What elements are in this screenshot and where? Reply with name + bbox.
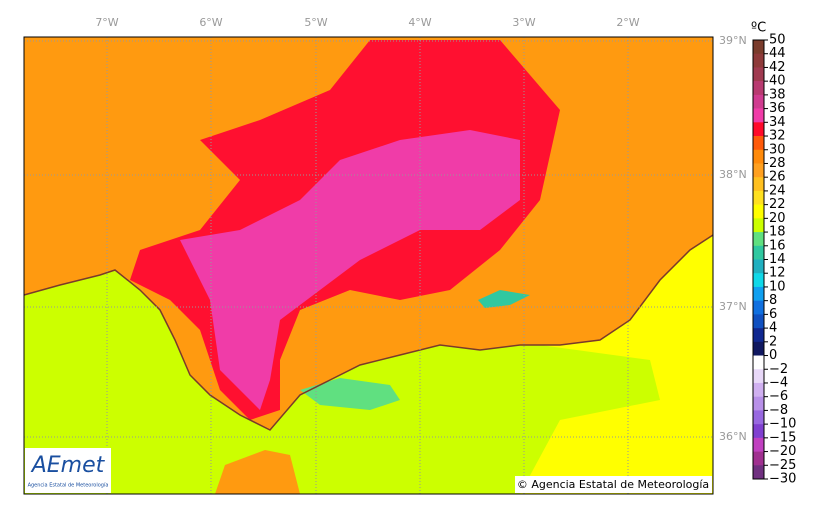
colorbar-swatch bbox=[753, 245, 764, 260]
colorbar-label: −20 bbox=[769, 444, 796, 459]
longitude-label: 7°W bbox=[95, 16, 118, 29]
map: AEmet Agencia Estatal de Meteorología © … bbox=[23, 36, 714, 495]
colorbar-label: 6 bbox=[769, 307, 777, 322]
colorbar-swatch bbox=[753, 382, 764, 397]
colorbar-swatch bbox=[753, 218, 764, 233]
colorbar-label: 24 bbox=[769, 183, 786, 198]
colorbar-swatch bbox=[753, 122, 764, 137]
longitude-label: 6°W bbox=[199, 16, 222, 29]
very-hot-area bbox=[180, 130, 520, 410]
colorbar-swatch bbox=[753, 136, 764, 151]
map-frame bbox=[23, 36, 714, 495]
latitude-label: 38°N bbox=[719, 168, 747, 181]
longitude-label: 3°W bbox=[512, 16, 535, 29]
logo-box bbox=[25, 448, 111, 493]
colorbar-label: 18 bbox=[769, 225, 786, 240]
colorbar-swatch bbox=[753, 369, 764, 384]
colorbar-label: 2 bbox=[769, 334, 777, 349]
coastline bbox=[23, 234, 714, 431]
colorbar-swatch bbox=[753, 341, 764, 356]
colorbar-label: 8 bbox=[769, 293, 777, 308]
colorbar-swatch bbox=[753, 232, 764, 247]
colorbar-swatch bbox=[753, 204, 764, 219]
colorbar-swatch bbox=[753, 273, 764, 288]
colorbar-label: −6 bbox=[769, 389, 788, 404]
colorbar-label: −4 bbox=[769, 375, 788, 390]
colorbar-swatch bbox=[753, 177, 764, 192]
latitude-label: 39°N bbox=[719, 34, 747, 47]
colorbar-swatch bbox=[753, 94, 764, 109]
colorbar-swatch bbox=[753, 163, 764, 178]
colorbar-swatch bbox=[753, 451, 764, 466]
copyright: © Agencia Estatal de Meteorología bbox=[517, 478, 709, 491]
colorbar-swatch bbox=[753, 81, 764, 96]
colorbar: ºC 5044424038363432302826242220181614121… bbox=[751, 21, 796, 487]
longitude-label: 5°W bbox=[304, 16, 327, 29]
colorbar-swatch bbox=[753, 300, 764, 315]
colorbar-swatch bbox=[753, 259, 764, 274]
logo-subtitle: Agencia Estatal de Meteorología bbox=[28, 482, 109, 489]
colorbar-label: 26 bbox=[769, 170, 786, 185]
colorbar-label: 50 bbox=[769, 33, 786, 48]
colorbar-label: 30 bbox=[769, 142, 786, 157]
colorbar-swatch bbox=[753, 314, 764, 329]
colorbar-label: 14 bbox=[769, 252, 786, 267]
latitude-label: 37°N bbox=[719, 300, 747, 313]
colorbar-label: 40 bbox=[769, 74, 786, 89]
colorbar-swatch bbox=[753, 286, 764, 301]
colorbar-unit: ºC bbox=[751, 21, 766, 36]
colorbar-label: 16 bbox=[769, 238, 786, 253]
colorbar-swatch bbox=[753, 40, 764, 55]
colorbar-swatch bbox=[753, 190, 764, 205]
cool-mountain-area bbox=[478, 290, 530, 308]
colorbar-swatch bbox=[753, 355, 764, 370]
colorbar-label: −15 bbox=[769, 430, 796, 445]
longitude-label: 2°W bbox=[616, 16, 639, 29]
colorbar-label: 36 bbox=[769, 101, 786, 116]
colorbar-label: 10 bbox=[769, 279, 786, 294]
colorbar-label: 0 bbox=[769, 348, 777, 363]
logo-name: AEmet bbox=[30, 453, 106, 478]
copyright-box bbox=[515, 476, 712, 493]
sea-east bbox=[520, 230, 713, 494]
colorbar-label: 32 bbox=[769, 129, 786, 144]
colorbar-label: 22 bbox=[769, 197, 786, 212]
colorbar-swatch bbox=[753, 396, 764, 411]
morocco bbox=[215, 450, 300, 494]
colorbar-label: −25 bbox=[769, 458, 796, 473]
colorbar-label: −8 bbox=[769, 403, 788, 418]
latitude-label: 36°N bbox=[719, 430, 747, 443]
cool-sea-area bbox=[300, 378, 400, 410]
graticule bbox=[24, 37, 713, 494]
colorbar-label: −10 bbox=[769, 417, 796, 432]
colorbar-swatch bbox=[753, 424, 764, 439]
colorbar-label: 28 bbox=[769, 156, 786, 171]
colorbar-swatch bbox=[753, 410, 764, 425]
colorbar-swatch bbox=[753, 108, 764, 123]
colorbar-label: 44 bbox=[769, 46, 786, 61]
colorbar-label: −30 bbox=[769, 472, 796, 487]
colorbar-swatch bbox=[753, 67, 764, 82]
colorbar-swatch bbox=[753, 53, 764, 68]
colorbar-swatch bbox=[753, 465, 764, 480]
colorbar-label: −2 bbox=[769, 362, 788, 377]
colorbar-swatch bbox=[753, 149, 764, 164]
colorbar-label: 34 bbox=[769, 115, 786, 130]
longitude-label: 4°W bbox=[408, 16, 431, 29]
colorbar-label: 42 bbox=[769, 60, 786, 75]
colorbar-swatch bbox=[753, 437, 764, 452]
colorbar-swatch bbox=[753, 328, 764, 343]
colorbar-label: 38 bbox=[769, 87, 786, 102]
colorbar-label: 12 bbox=[769, 266, 786, 281]
colorbar-label: 4 bbox=[769, 321, 777, 336]
colorbar-label: 20 bbox=[769, 211, 786, 226]
